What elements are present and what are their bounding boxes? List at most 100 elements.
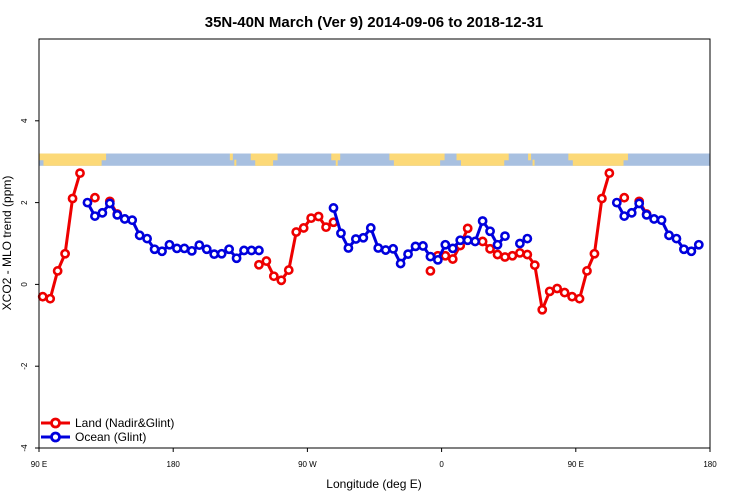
- series-line: [42, 172, 82, 301]
- data-point: [485, 226, 495, 237]
- data-point: [90, 192, 100, 203]
- data-point: [358, 232, 369, 243]
- data-point: [239, 245, 249, 256]
- data-point: [380, 245, 391, 255]
- x-tick-label: 90 W: [298, 460, 317, 469]
- data-point: [209, 249, 220, 260]
- data-point: [462, 223, 473, 234]
- data-point: [97, 207, 108, 218]
- data-point: [268, 271, 279, 282]
- data-point: [552, 283, 563, 294]
- data-point: [224, 244, 235, 255]
- data-point: [164, 239, 175, 250]
- map-strip-land: [389, 153, 445, 161]
- x-axis: 90 E 180 90 W 0 90 E 180: [31, 448, 717, 469]
- data-point: [321, 222, 331, 233]
- chart-title: 35N-40N March (Ver 9) 2014-09-06 to 2018…: [205, 14, 544, 31]
- map-strip-land: [331, 153, 341, 161]
- data-point: [500, 252, 510, 262]
- data-point: [425, 251, 436, 262]
- data-point: [119, 214, 130, 224]
- data-point: [336, 228, 346, 239]
- data-point: [254, 245, 264, 256]
- data-point: [544, 286, 555, 297]
- data-point: [172, 243, 182, 254]
- map-strip-land: [39, 153, 107, 161]
- data-point: [67, 193, 78, 204]
- data-point: [649, 214, 659, 224]
- map-strip-ocean: [39, 153, 710, 166]
- data-point: [641, 209, 652, 220]
- map-strip-land: [250, 153, 278, 161]
- data-point: [343, 243, 354, 253]
- data-point: [477, 236, 488, 247]
- data-point: [127, 215, 138, 226]
- data-point: [306, 213, 317, 224]
- data-point: [559, 287, 570, 298]
- map-strip-land: [456, 153, 509, 161]
- series-ocean: [82, 197, 704, 269]
- data-point: [485, 243, 495, 254]
- data-point: [365, 223, 376, 233]
- map-strip-land: [393, 159, 441, 166]
- map-strip-land: [532, 159, 535, 166]
- x-tick-label: 180: [703, 460, 717, 469]
- x-tick-label: 90 E: [568, 460, 584, 469]
- data-point: [582, 266, 592, 276]
- map-strip-land: [234, 159, 237, 166]
- data-point: [231, 253, 242, 264]
- data-point: [514, 238, 525, 249]
- data-point: [440, 239, 451, 250]
- data-point: [500, 231, 510, 242]
- y-tick-label: 4: [20, 118, 29, 123]
- data-point: [216, 248, 227, 259]
- legend: Land (Nadir&Glint) Ocean (Glint): [41, 416, 174, 444]
- data-point: [142, 233, 153, 244]
- legend-land-marker: [50, 417, 61, 429]
- data-point: [283, 265, 294, 275]
- data-point: [350, 234, 361, 244]
- data-point: [254, 259, 264, 270]
- legend-land-label: Land (Nadir&Glint): [75, 416, 174, 430]
- data-point: [537, 304, 548, 315]
- legend-ocean-marker: [50, 431, 61, 443]
- data-point: [514, 248, 525, 258]
- data-point: [470, 236, 481, 247]
- data-point: [574, 293, 585, 304]
- data-point: [291, 227, 302, 237]
- data-point: [395, 258, 406, 269]
- data-point: [418, 241, 428, 251]
- data-point: [388, 243, 399, 254]
- data-point: [52, 266, 63, 276]
- data-point: [522, 233, 533, 244]
- y-tick-label: 2: [20, 200, 29, 205]
- plot-frame: [38, 38, 711, 449]
- data-point: [611, 197, 622, 208]
- data-point: [634, 198, 645, 209]
- data-point: [149, 244, 160, 255]
- data-point: [455, 235, 466, 246]
- x-tick-label: 90 E: [31, 460, 47, 469]
- data-point: [194, 240, 205, 251]
- map-strip-land: [572, 159, 624, 166]
- y-tick-label: 0: [20, 282, 29, 287]
- map-strip-land: [335, 159, 338, 166]
- data-point: [328, 203, 339, 213]
- data-point: [201, 244, 212, 255]
- data-point: [440, 250, 451, 261]
- x-axis-label: Longitude (deg E): [326, 477, 421, 491]
- data-point: [664, 230, 674, 241]
- data-point: [186, 245, 197, 256]
- data-point: [45, 293, 56, 304]
- data-point: [589, 248, 600, 259]
- data-point: [492, 239, 503, 250]
- data-point: [104, 198, 115, 209]
- data-point: [276, 275, 287, 286]
- data-point: [425, 266, 436, 276]
- data-point: [90, 211, 100, 221]
- data-point: [179, 243, 190, 254]
- y-tick-label: -2: [20, 362, 29, 370]
- data-point: [522, 249, 533, 260]
- data-point: [134, 230, 145, 241]
